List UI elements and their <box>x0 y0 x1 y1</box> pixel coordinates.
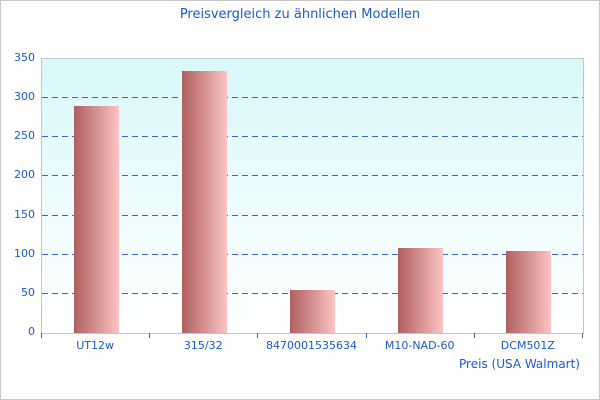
y-tick-label: 250 <box>14 129 35 143</box>
y-axis-labels: 0 50 100 150 200 250 300 350 <box>1 1 35 399</box>
x-axis-title: Preis (USA Walmart) <box>459 357 580 371</box>
y-tick-label: 150 <box>14 207 35 221</box>
gridline <box>42 253 583 255</box>
y-tick-label: 50 <box>21 285 35 299</box>
axis-tick <box>257 333 259 338</box>
y-tick-label: 200 <box>14 168 35 182</box>
plot-area <box>41 58 584 334</box>
axis-tick <box>41 333 42 338</box>
x-axis-ticks <box>41 333 584 338</box>
bar-315/32 <box>181 70 227 333</box>
bar-UT12w <box>73 105 119 333</box>
y-tick-label: 0 <box>28 325 35 338</box>
axis-tick <box>473 333 475 338</box>
chart-title: Preisvergleich zu ähnlichen Modellen <box>179 7 421 22</box>
gridline <box>42 136 583 138</box>
y-tick-label: 100 <box>14 246 35 260</box>
x-category-label: 315/32 <box>183 339 223 352</box>
y-tick-label: 300 <box>14 90 35 104</box>
bar-DCM501Z <box>506 250 552 333</box>
bar-8470001535634 <box>290 289 335 333</box>
gridline <box>42 97 583 99</box>
x-category-label: UT12w <box>76 339 114 352</box>
x-axis-labels: UT12w 315/32 8470001535634 M10-NAD-60 DCM501… <box>41 339 584 353</box>
x-category-label: DCM501Z <box>500 339 555 352</box>
bar-M10-NAD-60 <box>398 248 444 333</box>
gridline <box>42 214 583 216</box>
axis-tick <box>149 333 151 338</box>
y-tick-label: 350 <box>14 51 35 64</box>
axis-tick <box>365 333 367 338</box>
axis-tick <box>582 333 583 338</box>
x-category-label: M10-NAD-60 <box>384 339 455 352</box>
gridline <box>42 175 583 177</box>
x-category-label: 8470001535634 <box>265 339 357 352</box>
